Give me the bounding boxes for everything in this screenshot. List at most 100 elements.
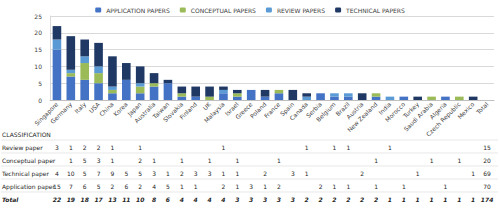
svg-text:1: 1 bbox=[444, 183, 448, 190]
svg-text:0: 0 bbox=[38, 97, 42, 104]
svg-text:174: 174 bbox=[481, 196, 494, 203]
svg-text:2: 2 bbox=[305, 196, 309, 203]
svg-text:4: 4 bbox=[194, 196, 198, 203]
svg-text:3: 3 bbox=[249, 183, 253, 190]
svg-text:1: 1 bbox=[402, 183, 406, 190]
svg-text:Application paper: Application paper bbox=[2, 183, 55, 191]
svg-text:1: 1 bbox=[305, 170, 309, 177]
svg-text:1: 1 bbox=[457, 157, 461, 164]
svg-text:3: 3 bbox=[249, 196, 253, 203]
svg-text:Total: Total bbox=[2, 196, 19, 203]
svg-text:8: 8 bbox=[152, 196, 156, 203]
svg-text:2: 2 bbox=[138, 183, 142, 190]
svg-text:5: 5 bbox=[83, 170, 87, 177]
svg-text:1: 1 bbox=[180, 157, 184, 164]
svg-text:Mexico: Mexico bbox=[456, 100, 476, 120]
svg-text:3: 3 bbox=[263, 196, 267, 203]
svg-text:3: 3 bbox=[152, 170, 156, 177]
svg-text:Review paper: Review paper bbox=[2, 144, 43, 152]
svg-text:7: 7 bbox=[97, 170, 101, 177]
svg-text:2: 2 bbox=[360, 170, 364, 177]
svg-text:7: 7 bbox=[69, 183, 73, 190]
svg-text:Finland: Finland bbox=[178, 100, 198, 120]
svg-text:4: 4 bbox=[180, 196, 184, 203]
svg-text:2: 2 bbox=[346, 196, 350, 203]
svg-text:1: 1 bbox=[194, 183, 198, 190]
svg-text:5: 5 bbox=[38, 80, 42, 87]
svg-text:17: 17 bbox=[94, 196, 103, 203]
svg-text:9: 9 bbox=[111, 170, 115, 177]
svg-text:1: 1 bbox=[416, 196, 420, 203]
svg-text:1: 1 bbox=[166, 170, 170, 177]
svg-text:1: 1 bbox=[416, 170, 420, 177]
svg-text:Canada: Canada bbox=[288, 100, 309, 121]
svg-text:1: 1 bbox=[457, 196, 461, 203]
svg-text:10: 10 bbox=[136, 196, 144, 203]
svg-text:1: 1 bbox=[222, 170, 226, 177]
svg-text:1: 1 bbox=[430, 157, 434, 164]
svg-text:6: 6 bbox=[124, 183, 128, 190]
svg-text:1: 1 bbox=[111, 144, 115, 151]
svg-text:Korea: Korea bbox=[112, 100, 129, 117]
svg-text:70: 70 bbox=[483, 183, 491, 190]
svg-text:22: 22 bbox=[53, 196, 61, 203]
svg-text:3: 3 bbox=[291, 170, 295, 177]
svg-text:20: 20 bbox=[483, 157, 491, 164]
svg-text:2: 2 bbox=[332, 196, 336, 203]
svg-text:2: 2 bbox=[374, 196, 378, 203]
svg-text:2: 2 bbox=[222, 183, 226, 190]
svg-text:5: 5 bbox=[97, 183, 101, 190]
svg-text:20: 20 bbox=[34, 29, 42, 36]
svg-text:APPLICATION PAPERS: APPLICATION PAPERS bbox=[106, 7, 170, 14]
svg-text:1: 1 bbox=[374, 183, 378, 190]
svg-text:15: 15 bbox=[483, 144, 491, 151]
svg-text:1: 1 bbox=[471, 196, 475, 203]
svg-text:13: 13 bbox=[108, 196, 116, 203]
svg-text:1: 1 bbox=[305, 144, 309, 151]
svg-text:2: 2 bbox=[318, 196, 322, 203]
svg-text:Conceptual paper: Conceptual paper bbox=[2, 157, 56, 165]
svg-text:15: 15 bbox=[34, 46, 42, 53]
svg-text:New Zealand: New Zealand bbox=[346, 100, 379, 133]
svg-text:1: 1 bbox=[471, 170, 475, 177]
svg-text:25: 25 bbox=[34, 13, 42, 20]
svg-text:10: 10 bbox=[67, 170, 75, 177]
svg-text:2: 2 bbox=[83, 144, 87, 151]
svg-text:4: 4 bbox=[221, 196, 225, 203]
svg-text:1: 1 bbox=[429, 196, 433, 203]
svg-text:1: 1 bbox=[333, 144, 337, 151]
svg-text:1: 1 bbox=[111, 157, 115, 164]
svg-text:Germany: Germany bbox=[49, 100, 74, 125]
svg-text:REVIEW PAPERS: REVIEW PAPERS bbox=[277, 7, 325, 14]
svg-text:1: 1 bbox=[235, 170, 239, 177]
svg-text:1: 1 bbox=[402, 196, 406, 203]
svg-text:4: 4 bbox=[207, 196, 211, 203]
svg-text:1: 1 bbox=[443, 196, 447, 203]
svg-text:3: 3 bbox=[194, 170, 198, 177]
svg-text:1: 1 bbox=[69, 157, 73, 164]
svg-text:1: 1 bbox=[208, 157, 212, 164]
svg-text:1: 1 bbox=[138, 144, 142, 151]
svg-text:5: 5 bbox=[166, 183, 170, 190]
svg-text:1: 1 bbox=[388, 196, 392, 203]
svg-text:1: 1 bbox=[346, 144, 350, 151]
svg-text:3: 3 bbox=[97, 157, 101, 164]
svg-text:Total: Total bbox=[474, 100, 490, 116]
svg-text:19: 19 bbox=[67, 196, 75, 203]
svg-text:69: 69 bbox=[483, 170, 491, 177]
svg-text:1: 1 bbox=[69, 144, 73, 151]
svg-text:6: 6 bbox=[83, 183, 87, 190]
svg-text:Technical paper: Technical paper bbox=[1, 170, 49, 178]
svg-text:2: 2 bbox=[138, 157, 142, 164]
svg-text:1: 1 bbox=[333, 183, 337, 190]
svg-text:1: 1 bbox=[374, 157, 378, 164]
svg-text:2: 2 bbox=[360, 196, 364, 203]
svg-text:2: 2 bbox=[277, 183, 281, 190]
svg-text:2: 2 bbox=[180, 170, 184, 177]
svg-text:4: 4 bbox=[55, 170, 59, 177]
svg-text:CONCEPTUAL PAPERS: CONCEPTUAL PAPERS bbox=[191, 7, 256, 14]
svg-text:3: 3 bbox=[55, 144, 59, 151]
svg-text:1: 1 bbox=[180, 183, 184, 190]
svg-text:1: 1 bbox=[388, 144, 392, 151]
svg-text:5: 5 bbox=[124, 170, 128, 177]
